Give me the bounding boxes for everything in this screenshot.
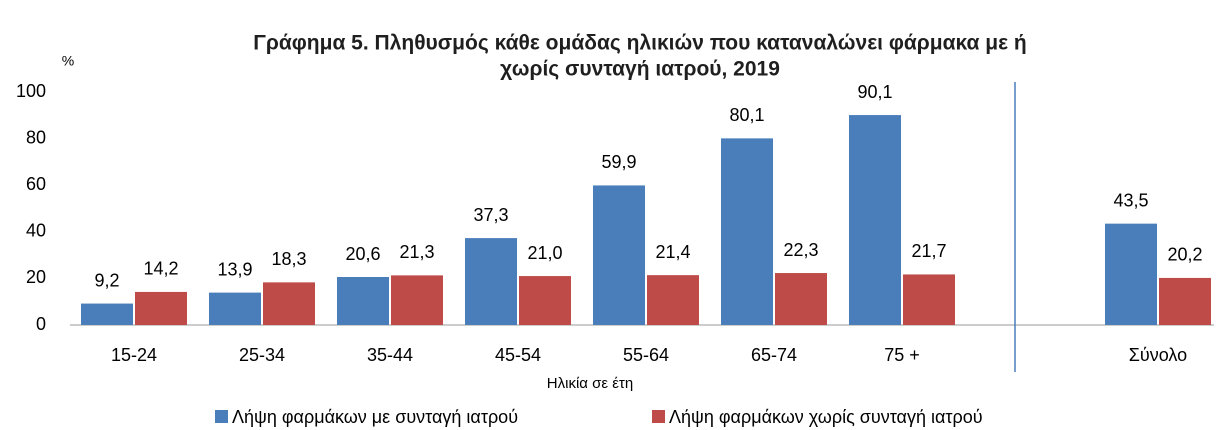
x-tick-label: 45-54 [495,345,541,365]
bar [465,238,517,325]
legend-swatch [652,410,665,423]
x-tick-label: 65-74 [751,345,797,365]
value-label: 21,4 [655,242,690,262]
bar [263,282,315,325]
bar [1159,277,1211,325]
bar [647,275,699,325]
bar [593,185,645,325]
bar [519,276,571,325]
chart-title: Γράφημα 5. Πληθυσμός κάθε ομάδας ηλικιών… [253,32,1027,55]
bar [775,273,827,325]
value-label: 9,2 [94,270,119,290]
value-label: 80,1 [729,105,764,125]
x-axis-label: Ηλικία σε έτη [547,375,633,392]
legend-label: Λήψη φαρμάκων χωρίς συνταγή ιατρού [669,407,983,427]
y-tick-label: 80 [26,127,46,147]
y-tick-label: 100 [16,81,46,101]
value-label: 21,3 [399,242,434,262]
x-tick-label: 25-34 [239,345,285,365]
value-label: 20,2 [1167,245,1202,265]
y-unit: % [62,53,74,69]
bar [849,115,901,325]
legend-swatch [215,410,228,423]
x-tick-label: 75 + [884,345,920,365]
bar [81,303,133,325]
x-tick-label: 55-64 [623,345,669,365]
value-label: 18,3 [271,249,306,269]
value-label: 20,6 [345,244,380,264]
chart-title: χωρίς συνταγή ιατρού, 2019 [500,58,780,81]
value-label: 59,9 [601,152,636,172]
bar [721,138,773,325]
value-label: 21,7 [911,241,946,261]
value-label: 14,2 [143,259,178,279]
x-tick-label: Σύνολο [1129,345,1187,365]
bar [337,277,389,325]
value-label: 37,3 [473,205,508,225]
bar [391,275,443,325]
value-label: 22,3 [783,240,818,260]
bar [209,292,261,325]
bar [1105,223,1157,325]
value-label: 43,5 [1113,190,1148,210]
y-tick-label: 20 [26,267,46,287]
y-tick-label: 40 [26,221,46,241]
value-label: 90,1 [857,82,892,102]
y-tick-label: 60 [26,174,46,194]
x-tick-label: 35-44 [367,345,413,365]
x-tick-label: 15-24 [111,345,157,365]
bar [135,291,187,325]
legend-label: Λήψη φαρμάκων με συνταγή ιατρού [232,407,518,427]
value-label: 13,9 [217,259,252,279]
y-tick-label: 0 [36,314,46,334]
bar [903,274,955,325]
value-label: 21,0 [527,243,562,263]
